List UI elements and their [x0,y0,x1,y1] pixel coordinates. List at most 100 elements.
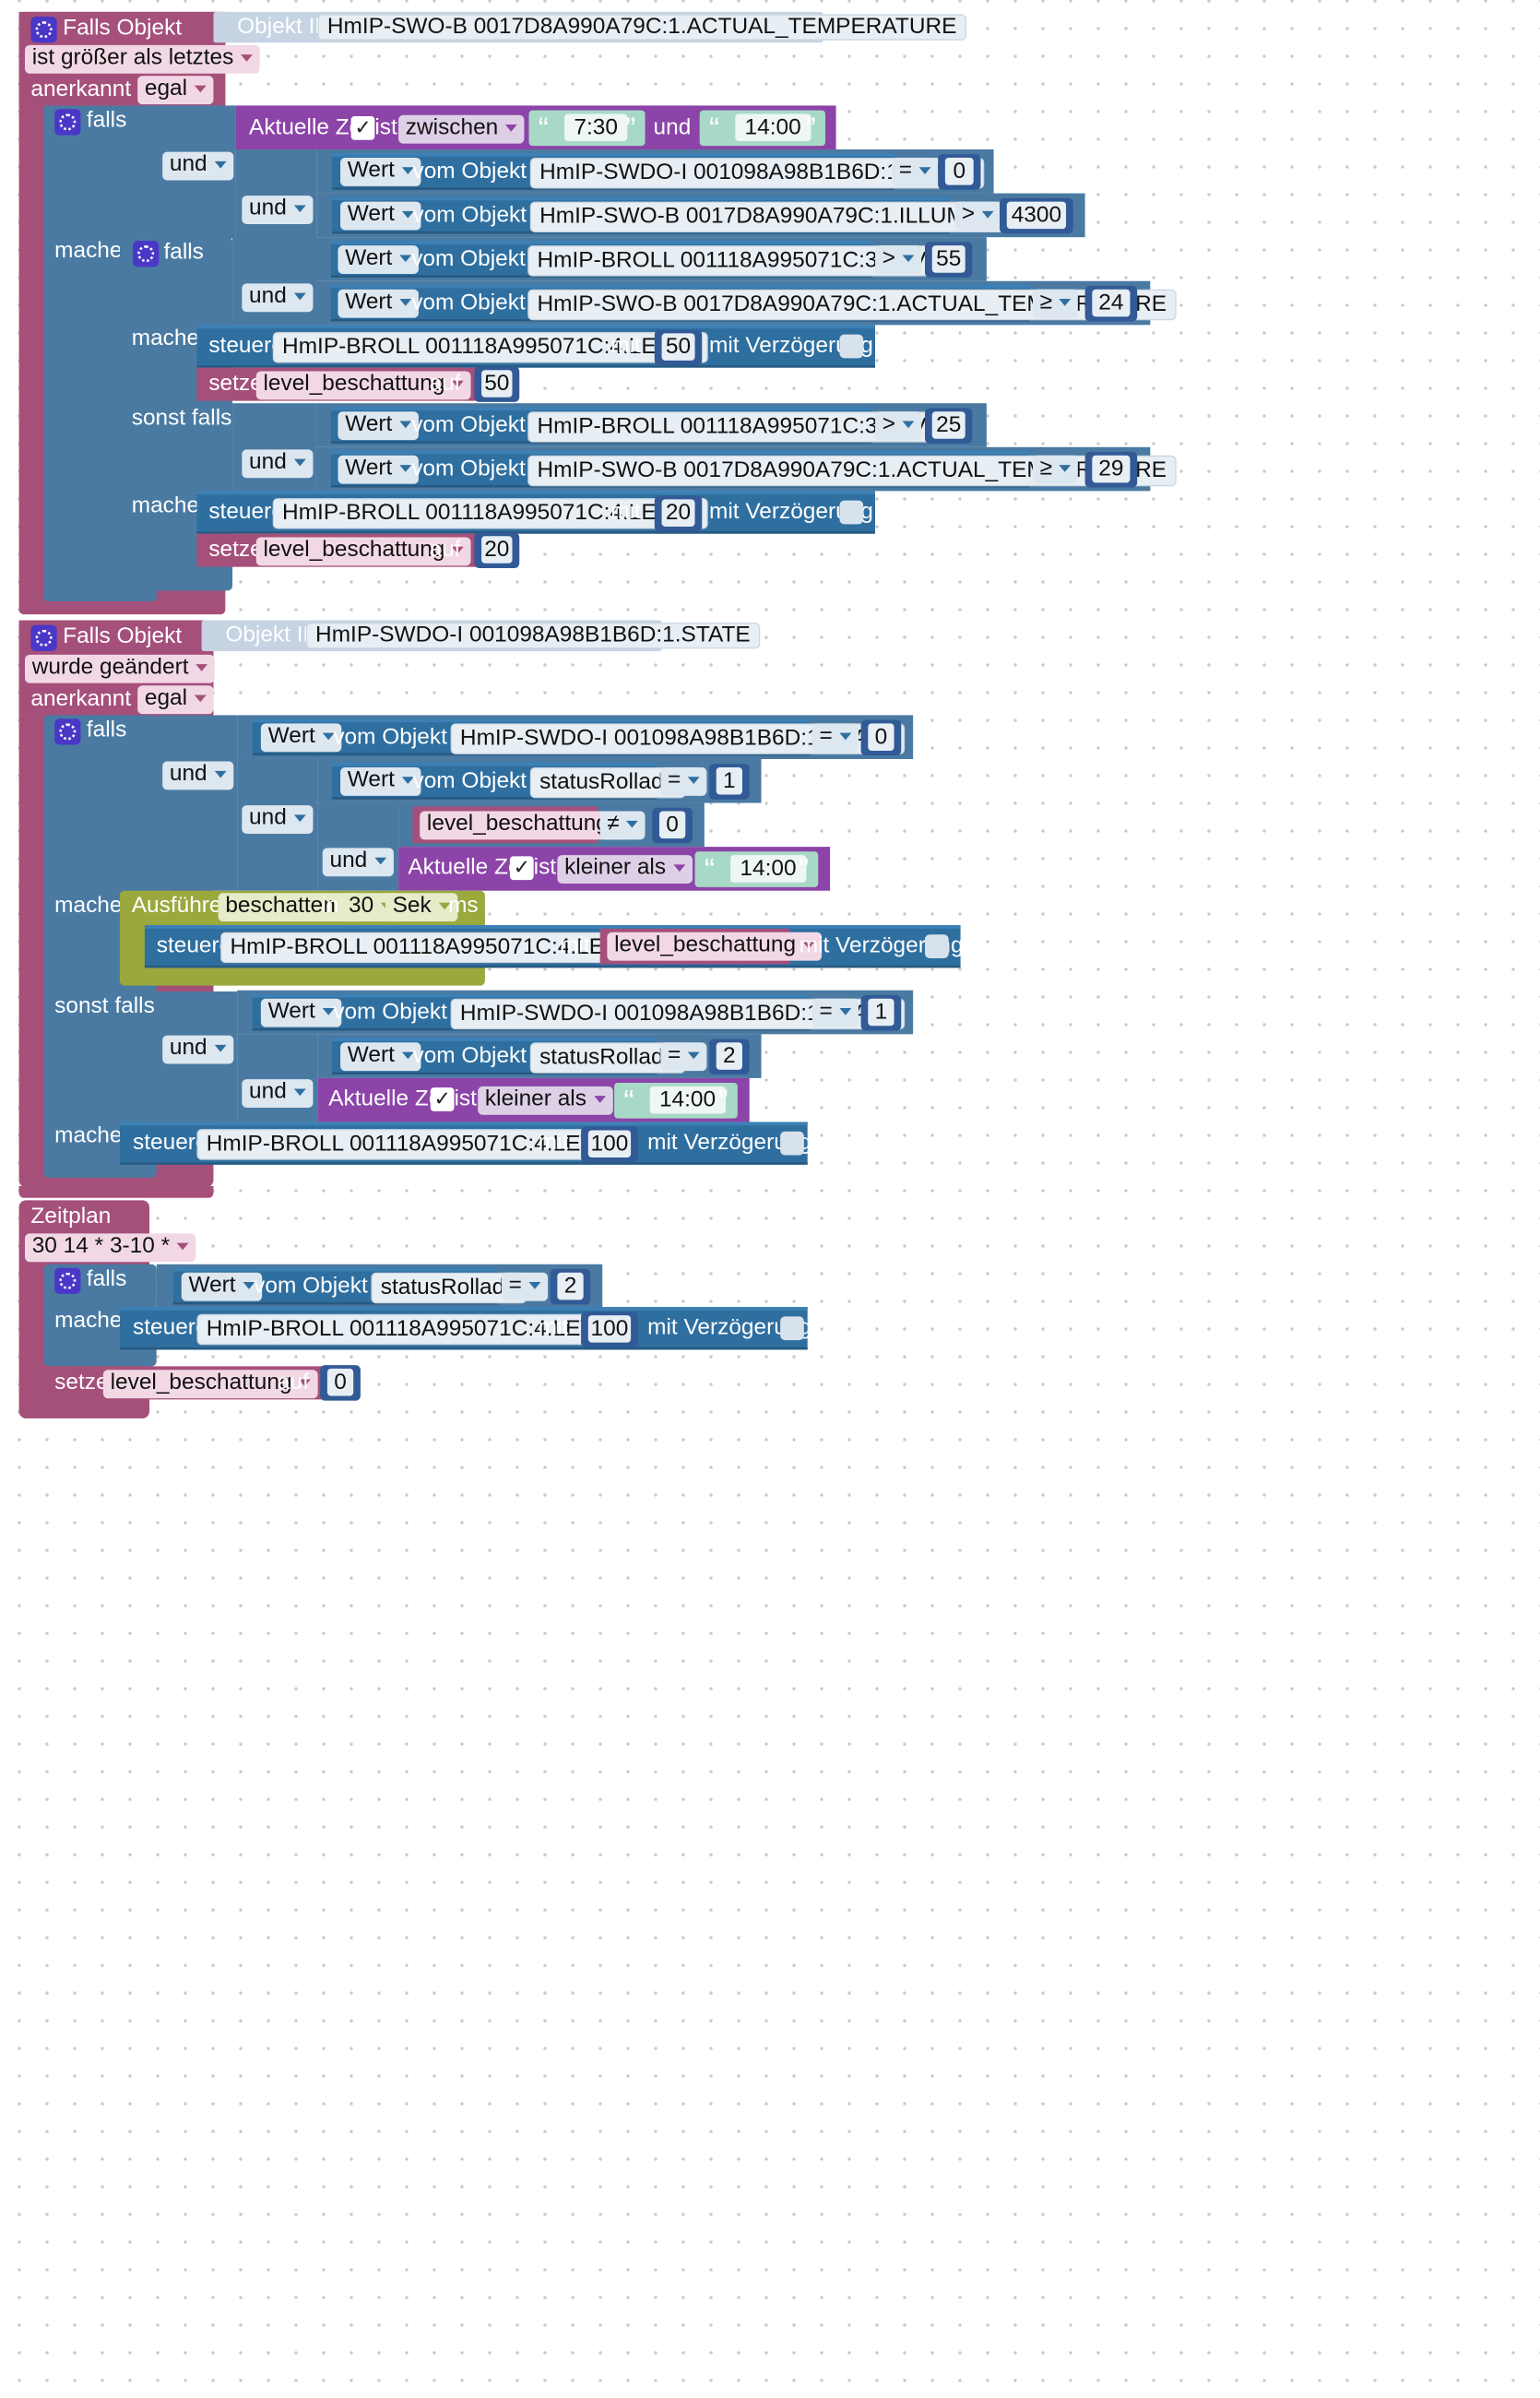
und-dropdown[interactable]: und [322,848,394,877]
number-block[interactable]: 0 [860,719,902,756]
anerkannt-dropdown[interactable]: egal [137,76,214,105]
operator-dropdown[interactable]: = [660,1042,707,1072]
objekt-id-label: Objekt ID [225,623,320,648]
wert-dropdown[interactable]: Wert [340,201,421,231]
wert-dropdown[interactable]: Wert [338,455,419,484]
und-dropdown[interactable]: und [162,1035,233,1064]
und-dropdown[interactable]: und [242,283,314,313]
wert-dropdown[interactable]: Wert [340,766,421,796]
number-block[interactable]: 20 [654,495,703,532]
objekt-id-field[interactable]: HmIP-SWO-B 0017D8A990A79C:1.ACTUAL_TEMPE… [527,455,1177,487]
checkbox[interactable]: ✓ [509,856,534,881]
number-block[interactable]: 50 [474,366,520,402]
objekt-id-field[interactable]: HmIP-SWO-B 0017D8A990A79C:1.ACTUAL_TEMPE… [527,289,1177,321]
wert-dropdown[interactable]: Wert [260,998,342,1027]
variable-dropdown[interactable]: level_beschattung [607,932,823,961]
delay-checkbox[interactable] [839,500,864,525]
objekt-id-value[interactable]: HmIP-SWDO-I 001098A98B1B6D:1.STATE [305,623,760,649]
condition-dropdown[interactable]: wurde geändert [25,654,215,683]
und-block[interactable] [156,715,238,891]
und-block[interactable] [317,802,399,891]
delay-checkbox[interactable] [780,1316,804,1341]
unit-dropdown[interactable]: Sek [385,893,458,922]
mache-label: mache [54,238,123,264]
operator-dropdown[interactable]: ≥ [1033,455,1079,484]
objekt-id-field[interactable]: HmIP-BROLL 001118A995071C:4.LEVEL [272,332,709,363]
number-block[interactable]: 29 [1084,451,1138,488]
text-block[interactable]: “14:00” [614,1083,738,1119]
timeout-name-field[interactable]: beschatten [218,893,362,922]
operator-dropdown[interactable]: = [501,1272,549,1301]
number-block[interactable]: 0 [938,154,981,190]
und-dropdown[interactable]: und [242,1079,314,1109]
operator-dropdown[interactable]: > [874,245,922,275]
operator-time-dropdown[interactable]: kleiner als [557,855,693,884]
delay-checkbox[interactable] [839,334,864,359]
wert-dropdown[interactable]: Wert [340,158,421,186]
objekt-id-field[interactable]: HmIP-BROLL 001118A995071C:4.LEVEL [196,1313,633,1346]
number-block[interactable]: 1 [860,994,902,1031]
gear-icon[interactable] [30,17,57,43]
objekt-id-field[interactable]: HmIP-BROLL 001118A995071C:4.LEVEL [196,1129,633,1160]
operator-dropdown[interactable]: = [891,158,939,186]
number-block[interactable]: 100 [581,1312,638,1347]
text-block[interactable]: “7:30” [528,110,646,147]
gear-icon[interactable] [133,241,160,267]
und-dropdown[interactable]: und [242,449,314,479]
number-block[interactable]: 100 [581,1126,638,1163]
mit-label: mit [538,1315,569,1341]
und-dropdown[interactable]: und [162,761,233,790]
number-block[interactable]: 4300 [1000,197,1073,234]
wert-dropdown[interactable]: Wert [181,1272,262,1301]
anerkannt-dropdown[interactable]: egal [137,685,214,715]
delay-checkbox[interactable] [780,1131,804,1156]
number-block[interactable]: 2 [708,1039,750,1075]
condition-dropdown[interactable]: ist größer als letztes [25,44,260,74]
operator-dropdown[interactable]: > [954,201,1001,231]
objekt-id-field[interactable]: HmIP-BROLL 001118A995071C:4.LEVEL [272,498,709,529]
wert-dropdown[interactable]: Wert [340,1042,421,1072]
operator-dropdown[interactable]: = [811,998,859,1027]
operator-dropdown[interactable]: ≠ [599,811,646,840]
text-block[interactable]: “14:00” [694,851,819,887]
number-block[interactable]: 20 [474,532,520,568]
operator-dropdown[interactable]: = [660,766,707,796]
number-block[interactable]: 1 [708,764,750,800]
text-block[interactable]: “14:00” [699,110,825,147]
number-block[interactable]: 55 [925,242,973,278]
wert-dropdown[interactable]: Wert [260,723,342,753]
number-block[interactable]: 0 [652,807,693,844]
und-dropdown[interactable]: und [242,805,314,834]
operator-dropdown[interactable]: = [811,723,859,753]
variable-dropdown[interactable]: level_beschattung [102,1370,318,1399]
operator-time-dropdown[interactable]: kleiner als [478,1086,613,1115]
operator-dropdown[interactable]: > [874,411,922,441]
wert-dropdown[interactable]: Wert [338,289,419,318]
number-block[interactable]: 50 [654,329,703,366]
checkbox[interactable]: ✓ [430,1087,455,1111]
gear-icon[interactable] [54,109,81,136]
operator-dropdown[interactable]: ≥ [1033,289,1079,318]
wert-dropdown[interactable]: Wert [338,411,419,441]
wert-dropdown[interactable]: Wert [338,245,419,275]
number-block[interactable]: 2 [550,1268,591,1305]
cron-field[interactable]: 30 14 * 3-10 * [25,1233,196,1263]
variable-dropdown[interactable]: level_beschattung [255,537,471,566]
number-block[interactable]: 25 [925,408,973,444]
variable-dropdown[interactable]: level_beschattung [255,371,471,400]
variable-dropdown[interactable]: level_beschattung [420,811,635,840]
gear-icon[interactable] [30,624,57,651]
number-block[interactable]: 0 [320,1365,361,1401]
checkbox[interactable]: ✓ [350,116,375,140]
objekt-id-value[interactable]: HmIP-SWO-B 0017D8A990A79C:1.ACTUAL_TEMPE… [317,14,966,41]
gear-icon[interactable] [54,1267,81,1294]
und-block[interactable] [237,1034,318,1122]
und-dropdown[interactable]: und [162,151,233,181]
delay-checkbox[interactable] [925,934,949,959]
gear-icon[interactable] [54,718,81,745]
und-dropdown[interactable]: und [242,196,314,225]
zwischen-dropdown[interactable]: zwischen [398,114,525,144]
objekt-id-field[interactable]: HmIP-BROLL 001118A995071C:4.LEVEL [220,932,657,964]
number-block[interactable]: 24 [1084,285,1138,322]
